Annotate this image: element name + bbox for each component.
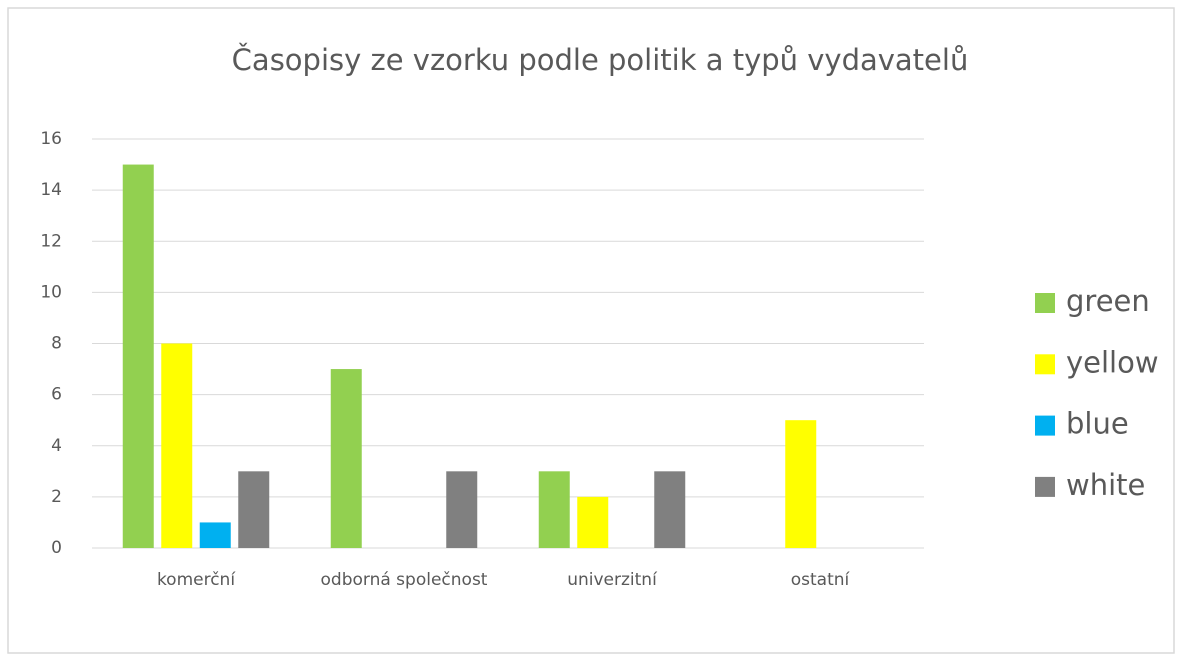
y-tick-label: 4	[51, 436, 62, 456]
y-tick-label: 16	[40, 129, 62, 149]
bar	[199, 522, 231, 548]
legend-label: yellow	[1066, 345, 1159, 379]
bar	[577, 496, 609, 548]
legend-swatch	[1035, 293, 1055, 313]
x-tick-label: univerzitní	[567, 570, 658, 590]
legend-label: green	[1066, 284, 1150, 318]
legend-swatch	[1035, 476, 1055, 497]
legend-label: white	[1066, 468, 1145, 502]
y-tick-label: 10	[40, 282, 62, 302]
y-tick-label: 14	[40, 180, 62, 200]
y-tick-label: 2	[51, 487, 62, 507]
bar	[654, 471, 686, 548]
y-tick-label: 6	[51, 385, 62, 405]
x-tick-label: komerční	[157, 570, 236, 590]
legend-swatch	[1035, 354, 1055, 375]
y-tick-label: 8	[51, 334, 62, 354]
bar	[330, 369, 362, 548]
bar	[238, 471, 270, 548]
bar	[785, 420, 817, 548]
bar	[161, 343, 193, 548]
legend-swatch	[1035, 415, 1055, 436]
chart-border	[7, 7, 1175, 654]
bar	[538, 471, 570, 548]
x-tick-label: odborná společnost	[321, 570, 488, 590]
bar	[122, 164, 154, 548]
chart-title: Časopisy ze vzorku podle politik a typů …	[232, 43, 969, 77]
legend-label: blue	[1066, 407, 1129, 441]
x-tick-label: ostatní	[791, 570, 851, 590]
y-tick-label: 12	[40, 231, 62, 251]
bar	[446, 471, 478, 548]
y-tick-label: 0	[51, 538, 62, 558]
